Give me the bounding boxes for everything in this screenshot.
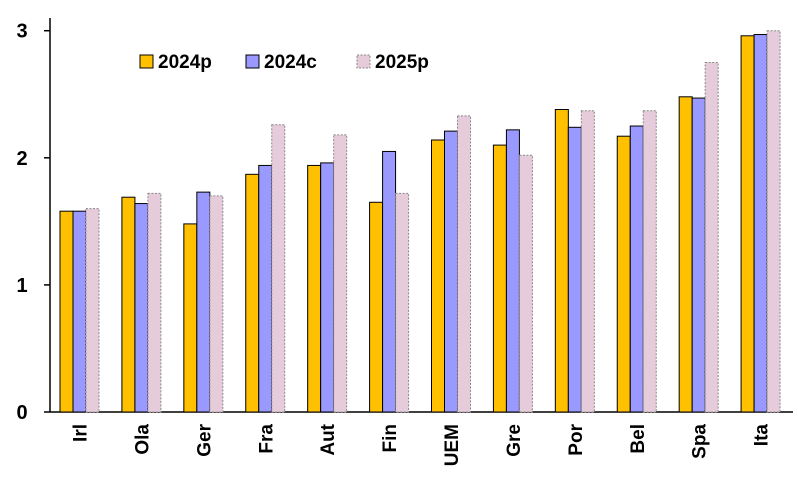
category-label: Ita [752,424,773,447]
legend-swatch-2024c [245,54,260,69]
category-label: Irl [71,424,92,442]
legend-label: 2025p [375,52,429,73]
bar-2024c-Fra [258,164,273,413]
bar-2025p-Bel [642,110,657,413]
category-label: Fin [380,424,401,453]
bar-2024c-Aut [320,162,335,413]
category-label: Fra [256,424,277,454]
bars [59,30,781,413]
bar-2024p-Ita [740,35,755,413]
bar-2024p-Bel [616,135,631,413]
bar-2024p-UEM [431,139,445,413]
axes: 0 1 2 3 [16,18,793,424]
category-label: Bel [628,424,649,454]
category-labels: Irl Ola Ger Fra Aut Fin UEM Gre Por Bel Spa Ita [71,423,773,466]
bar-2024c-Spa [691,97,706,413]
bar-2024p-Fra [245,173,260,413]
bar-2024p-Gre [492,144,507,413]
bar-2024c-UEM [444,130,458,413]
y-tick-label: 1 [16,275,27,297]
y-tick-label: 2 [16,148,27,170]
bar-2025p-Gre [518,154,533,413]
bar-2024p-Por [554,109,569,413]
legend: 2024p 2024c 2025p [139,52,429,73]
category-label: Spa [690,424,711,459]
legend-label: 2024p [158,52,212,73]
category-label: Por [566,423,587,455]
bar-2025p-Fra [271,124,286,413]
bar-2024p-Ger [183,223,198,413]
bar-2024c-Fin [382,150,397,413]
y-tick-label: 0 [16,402,27,424]
bar-2024c-Gre [505,129,520,413]
category-label: UEM [442,424,463,466]
bar-2025p-Fin [395,192,410,413]
bar-2024p-Spa [678,96,693,413]
bar-2025p-Spa [704,61,719,413]
bar-2024c-Ita [753,34,768,413]
bar-2025p-Ita [766,30,781,413]
bar-2025p-Aut [333,134,348,413]
bar-2024p-Irl [59,210,74,413]
bar-2025p-Por [580,110,595,413]
category-label: Ola [132,424,153,455]
bar-2024p-Ola [121,196,136,413]
bar-2024p-Fin [369,201,384,413]
bar-2025p-Irl [85,208,100,413]
category-label: Gre [504,424,525,457]
category-label: Ger [194,423,215,456]
y-tick-label: 3 [16,21,27,43]
bar-2024c-Ger [196,191,211,413]
bar-2024c-Ola [134,203,149,413]
legend-swatch-2025p [356,54,371,69]
bar-2025p-UEM [457,115,471,413]
bar-2025p-Ola [147,192,162,413]
legend-swatch-2024p [139,54,154,69]
bar-2024c-Irl [72,210,87,413]
legend-label: 2024c [264,52,317,73]
bar-2025p-Ger [209,195,224,413]
category-label: Aut [318,423,339,455]
bar-2024c-Bel [629,125,644,413]
bar-2024p-Aut [307,164,322,413]
bar-2024c-Por [567,126,582,413]
